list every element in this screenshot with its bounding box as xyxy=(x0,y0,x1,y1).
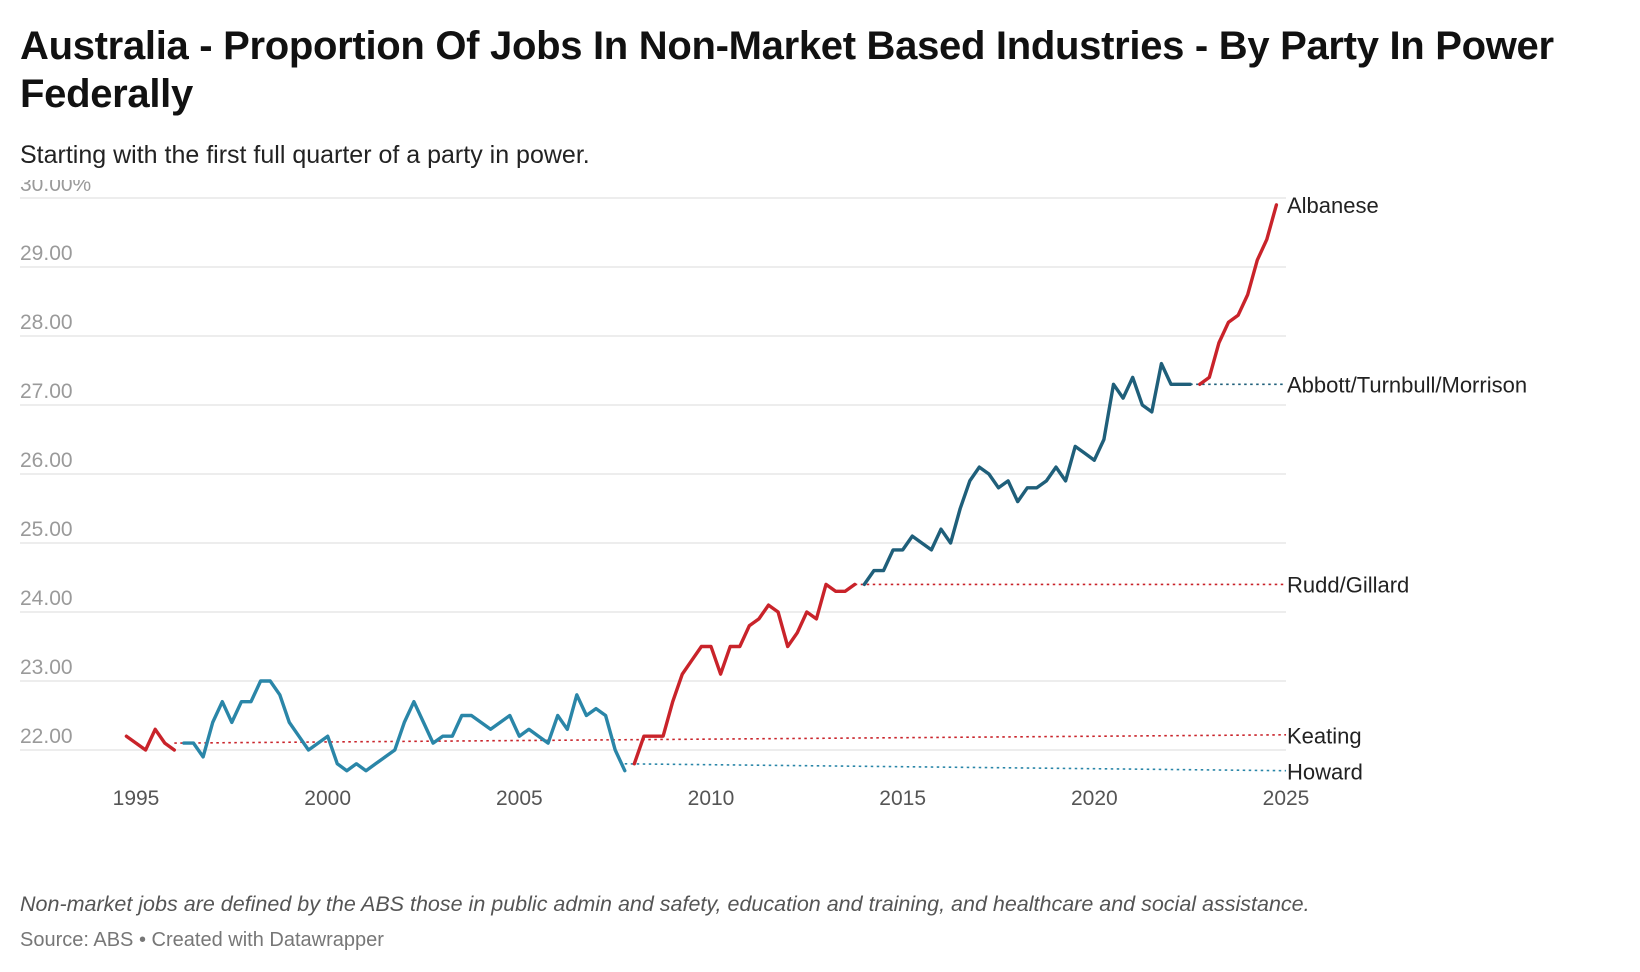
x-tick-label: 2000 xyxy=(304,787,351,810)
datawrapper-credit: Created with Datawrapper xyxy=(151,929,384,951)
y-tick-label: 26.00 xyxy=(20,449,73,472)
y-tick-label: 29.00 xyxy=(20,242,73,265)
series-end-label: Albanese xyxy=(1287,193,1379,218)
x-tick-label: 1995 xyxy=(113,787,160,810)
chart-notes: Non-market jobs are defined by the ABS t… xyxy=(20,892,1310,916)
x-tick-label: 2025 xyxy=(1263,787,1310,810)
x-axis-tick-labels: 1995 2000 2005 2010 2015 2020 2025 xyxy=(113,787,1310,810)
chart-title: Australia - Proportion Of Jobs In Non-Ma… xyxy=(20,24,1554,116)
series-end-labels: Albanese Abbott/Turnbull/Morrison Rudd/Gil… xyxy=(1287,193,1527,784)
y-tick-label: 27.00 xyxy=(20,380,73,403)
source-line: Source: ABS • Created with Datawrapper xyxy=(20,929,384,952)
source-separator: • xyxy=(138,929,146,951)
x-tick-label: 2015 xyxy=(879,787,926,810)
y-tick-label: 28.00 xyxy=(20,311,73,334)
reference-line-keating xyxy=(174,734,1287,744)
series-lines xyxy=(124,203,1279,773)
chart-area: 22.00 23.00 24.00 25.00 26.00 27.00 28.00 29.00… xyxy=(0,180,1640,840)
line-chart: 22.00 23.00 24.00 25.00 26.00 27.00 28.00 29.00… xyxy=(20,180,1527,810)
y-axis-tick-labels: 22.00 23.00 24.00 25.00 26.00 27.00 28.00 29.00… xyxy=(20,180,91,748)
series-line-albanese xyxy=(1198,203,1279,387)
x-tick-label: 2005 xyxy=(496,787,543,810)
series-line-keating xyxy=(124,727,177,752)
series-end-label: Rudd/Gillard xyxy=(1287,572,1409,597)
source-label: Source: ABS xyxy=(20,929,134,951)
series-line-howard xyxy=(182,679,627,773)
y-tick-label: 22.00 xyxy=(20,725,73,748)
series-line-rudd-gillard xyxy=(632,582,857,766)
y-tick-label: 23.00 xyxy=(20,656,73,679)
y-tick-label: 25.00 xyxy=(20,518,73,541)
series-end-label: Keating xyxy=(1287,724,1362,749)
y-tick-label: 24.00 xyxy=(20,587,73,610)
gridlines xyxy=(20,197,1286,751)
series-end-label: Howard xyxy=(1287,759,1363,784)
reference-lines xyxy=(174,383,1287,772)
series-line-abbott-turnbull-morrison xyxy=(862,361,1192,587)
reference-line-howard xyxy=(624,763,1287,772)
y-tick-label: 30.00% xyxy=(20,180,91,196)
chart-subtitle: Starting with the first full quarter of … xyxy=(20,141,590,169)
series-end-label: Abbott/Turnbull/Morrison xyxy=(1287,372,1527,397)
x-tick-label: 2010 xyxy=(688,787,735,810)
x-tick-label: 2020 xyxy=(1071,787,1118,810)
